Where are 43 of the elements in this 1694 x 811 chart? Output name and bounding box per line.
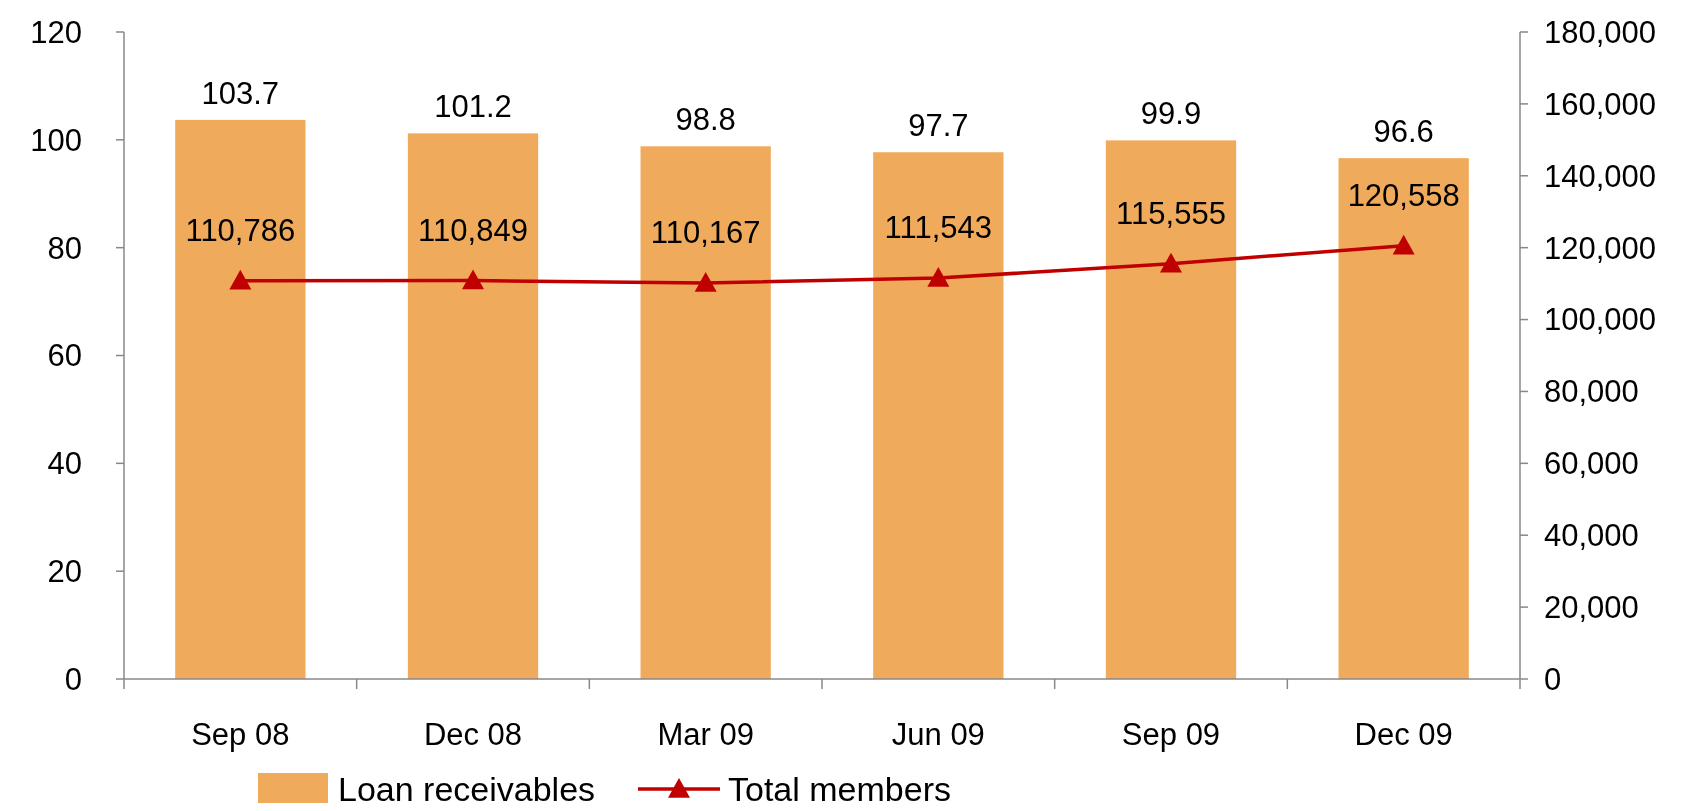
x-tick-label: Sep 09: [1121, 717, 1221, 752]
x-tick-label: Sep 08: [191, 717, 290, 752]
y-tick-label: 80: [47, 230, 82, 266]
x-tick-label: Mar 09: [657, 717, 754, 752]
y-tick-label: 40: [47, 446, 82, 482]
y-tick-label: 0: [64, 661, 82, 697]
data-label: 98.8: [675, 102, 736, 138]
y2-tick-label: 140,000: [1544, 158, 1657, 194]
y2-tick-label: 40,000: [1544, 518, 1639, 554]
point: [1160, 252, 1182, 273]
x-tick-label: Dec 09: [1354, 717, 1453, 752]
y2-tick-label: 160,000: [1544, 86, 1657, 122]
data-label: 97.7: [908, 108, 969, 144]
data-label: 110,849: [418, 212, 528, 248]
data-label: 103.7: [201, 75, 280, 111]
legend-label: Total members: [728, 770, 951, 808]
data-label: 96.6: [1373, 114, 1434, 150]
y2-tick-label: 100,000: [1544, 302, 1657, 338]
data-label: 110,786: [185, 212, 296, 248]
y-tick-label: 20: [47, 554, 82, 590]
y-tick-label: 120: [30, 14, 82, 50]
point: [462, 269, 484, 290]
point: [1392, 234, 1415, 255]
y2-tick-label: 180,000: [1544, 14, 1657, 50]
data-label: 101.2: [434, 89, 512, 125]
data-label: 111,543: [884, 210, 993, 246]
y2-tick-label: 20,000: [1544, 589, 1639, 625]
data-label: 99.9: [1140, 96, 1202, 132]
point: [694, 272, 717, 292]
y2-tick-label: 60,000: [1544, 446, 1639, 482]
y2-tick-label: 0: [1544, 661, 1562, 697]
data-label: 120,558: [1347, 177, 1460, 213]
y2-tick-label: 80,000: [1544, 374, 1639, 410]
x-tick-label: Jun 09: [891, 717, 985, 752]
y2-tick-label: 120,000: [1544, 230, 1657, 266]
point: [927, 267, 950, 287]
x-tick-label: Dec 08: [423, 717, 523, 752]
legend-label: Loan receivables: [338, 770, 596, 808]
data-label: 110,167: [650, 215, 761, 251]
y-tick-label: 60: [47, 338, 82, 374]
data-label: 115,555: [1116, 195, 1226, 231]
point: [229, 269, 252, 290]
y-tick-label: 100: [30, 122, 82, 158]
